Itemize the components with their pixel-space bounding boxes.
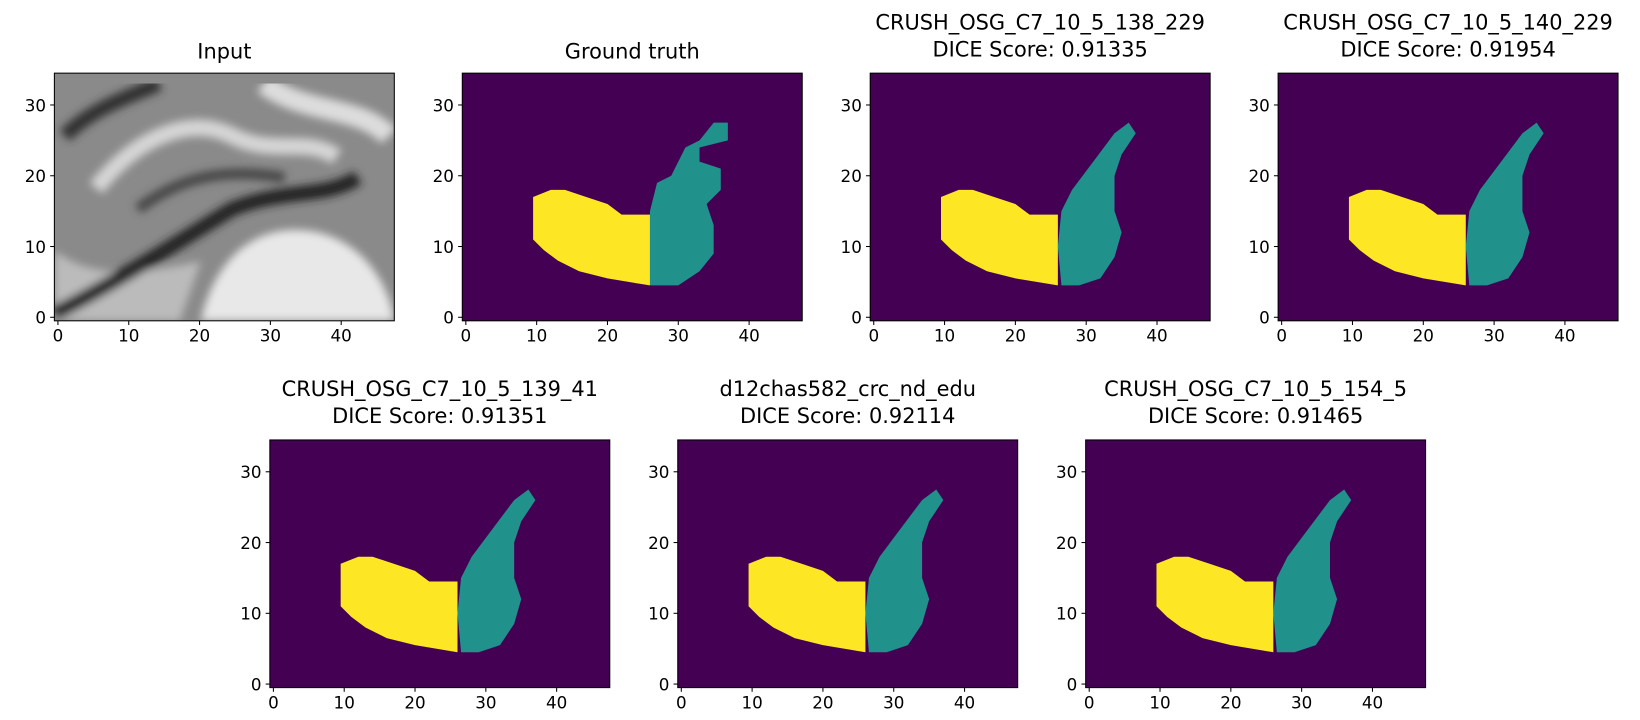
background-mask bbox=[1086, 440, 1426, 688]
y-tick-label: 0 bbox=[851, 308, 862, 328]
y-tick-label: 20 bbox=[1248, 166, 1269, 186]
x-tick-label: 20 bbox=[1005, 326, 1026, 346]
y-tick-label: 10 bbox=[1248, 237, 1269, 257]
image bbox=[270, 440, 610, 688]
y-tick-label: 30 bbox=[25, 95, 46, 115]
x-tick-label: 40 bbox=[954, 693, 975, 713]
x-tick-label: 40 bbox=[331, 326, 352, 346]
background-mask bbox=[678, 440, 1018, 688]
x-tick-label: 10 bbox=[526, 326, 547, 346]
y-tick-label: 10 bbox=[841, 237, 862, 257]
page: {"chart_data": [ {"type": "image", "imag… bbox=[0, 0, 1640, 720]
image bbox=[1278, 73, 1618, 321]
y-tick-label: 20 bbox=[433, 166, 454, 186]
x-tick-label: 20 bbox=[597, 326, 618, 346]
y-tick-label: 20 bbox=[25, 166, 46, 186]
panel-subtitle: DICE Score: 0.91465 bbox=[1148, 404, 1363, 428]
x-tick-label: 20 bbox=[1220, 693, 1241, 713]
x-tick-label: 10 bbox=[934, 326, 955, 346]
panel-title: CRUSH_OSG_C7_10_5_138_229 bbox=[875, 10, 1205, 35]
y-tick-label: 10 bbox=[648, 604, 669, 624]
background-mask bbox=[270, 440, 610, 688]
y-tick-label: 0 bbox=[443, 308, 454, 328]
x-tick-label: 40 bbox=[738, 326, 759, 346]
y-tick-label: 0 bbox=[251, 674, 262, 694]
x-tick-label: 20 bbox=[812, 693, 833, 713]
y-tick-label: 0 bbox=[659, 674, 670, 694]
x-tick-label: 0 bbox=[1084, 693, 1095, 713]
y-tick-label: 10 bbox=[1056, 604, 1077, 624]
panel: 0 10 20 30 40 0 10 20 30 d12chas582_crc_nd_eduDIC… bbox=[648, 377, 1018, 712]
panel: 0 10 20 30 40 0 10 20 30 CRUSH_OSG_C7_10_5_139_41… bbox=[240, 377, 610, 712]
y-tick-label: 10 bbox=[240, 604, 261, 624]
x-tick-label: 0 bbox=[676, 693, 687, 713]
panel-title: Ground truth bbox=[565, 40, 700, 64]
y-tick-label: 10 bbox=[25, 237, 46, 257]
panel: 0 10 20 30 40 0 10 20 30 Input bbox=[25, 40, 395, 346]
x-tick-label: 0 bbox=[868, 326, 879, 346]
x-tick-label: 30 bbox=[1483, 326, 1504, 346]
x-tick-label: 0 bbox=[1276, 326, 1287, 346]
panel-subtitle: DICE Score: 0.91351 bbox=[332, 404, 547, 428]
x-tick-label: 20 bbox=[189, 326, 210, 346]
y-tick-label: 30 bbox=[433, 95, 454, 115]
x-tick-label: 0 bbox=[461, 326, 472, 346]
y-tick-label: 30 bbox=[240, 462, 261, 482]
image bbox=[870, 73, 1210, 321]
x-tick-label: 30 bbox=[475, 693, 496, 713]
panel-subtitle: DICE Score: 0.91335 bbox=[932, 37, 1147, 61]
image bbox=[462, 73, 802, 321]
panel: 0 10 20 30 40 0 10 20 30 CRUSH_OSG_C7_10_5_138_22… bbox=[841, 10, 1211, 345]
background-mask bbox=[870, 73, 1210, 321]
x-tick-label: 10 bbox=[1342, 326, 1363, 346]
x-tick-label: 10 bbox=[118, 326, 139, 346]
x-tick-label: 40 bbox=[1362, 693, 1383, 713]
x-tick-label: 30 bbox=[883, 693, 904, 713]
panel-subtitle: DICE Score: 0.91954 bbox=[1340, 37, 1555, 61]
x-tick-label: 40 bbox=[1554, 326, 1575, 346]
image bbox=[678, 440, 1018, 688]
y-tick-label: 10 bbox=[433, 237, 454, 257]
panel-title: CRUSH_OSG_C7_10_5_140_229 bbox=[1283, 10, 1613, 35]
x-tick-label: 30 bbox=[1076, 326, 1097, 346]
y-tick-label: 30 bbox=[648, 462, 669, 482]
x-tick-label: 10 bbox=[1149, 693, 1170, 713]
panel-title: CRUSH_OSG_C7_10_5_139_41 bbox=[282, 377, 598, 402]
x-tick-label: 40 bbox=[546, 693, 567, 713]
x-tick-label: 10 bbox=[741, 693, 762, 713]
x-tick-label: 30 bbox=[260, 326, 281, 346]
background-mask bbox=[1278, 73, 1618, 321]
image bbox=[54, 73, 394, 321]
background-mask bbox=[462, 73, 802, 321]
panel-title: Input bbox=[197, 40, 251, 64]
x-tick-label: 30 bbox=[668, 326, 689, 346]
y-tick-label: 0 bbox=[35, 308, 46, 328]
y-tick-label: 30 bbox=[1248, 95, 1269, 115]
panel-title: d12chas582_crc_nd_edu bbox=[719, 377, 976, 402]
x-tick-label: 20 bbox=[1413, 326, 1434, 346]
panel: 0 10 20 30 40 0 10 20 30 CRUSH_OSG_C7_10_5_140_22… bbox=[1248, 10, 1618, 345]
y-tick-label: 0 bbox=[1067, 674, 1078, 694]
figure: 0 10 20 30 40 0 10 20 30 Input 0 10 20 30 40 0 10 20 30 Gro… bbox=[0, 0, 1640, 720]
y-tick-label: 30 bbox=[841, 95, 862, 115]
panel-title: CRUSH_OSG_C7_10_5_154_5 bbox=[1104, 377, 1407, 402]
x-tick-label: 20 bbox=[404, 693, 425, 713]
y-tick-label: 0 bbox=[1259, 308, 1270, 328]
image bbox=[1086, 440, 1426, 688]
x-tick-label: 30 bbox=[1291, 693, 1312, 713]
panel: 0 10 20 30 40 0 10 20 30 Ground truth bbox=[433, 40, 803, 346]
panel: 0 10 20 30 40 0 10 20 30 CRUSH_OSG_C7_10_5_154_5D… bbox=[1056, 377, 1426, 712]
x-tick-label: 40 bbox=[1146, 326, 1167, 346]
y-tick-label: 20 bbox=[841, 166, 862, 186]
y-tick-label: 20 bbox=[648, 533, 669, 553]
y-tick-label: 20 bbox=[1056, 533, 1077, 553]
y-tick-label: 30 bbox=[1056, 462, 1077, 482]
x-tick-label: 10 bbox=[334, 693, 355, 713]
x-tick-label: 0 bbox=[268, 693, 279, 713]
panel-subtitle: DICE Score: 0.92114 bbox=[740, 404, 955, 428]
x-tick-label: 0 bbox=[53, 326, 64, 346]
y-tick-label: 20 bbox=[240, 533, 261, 553]
